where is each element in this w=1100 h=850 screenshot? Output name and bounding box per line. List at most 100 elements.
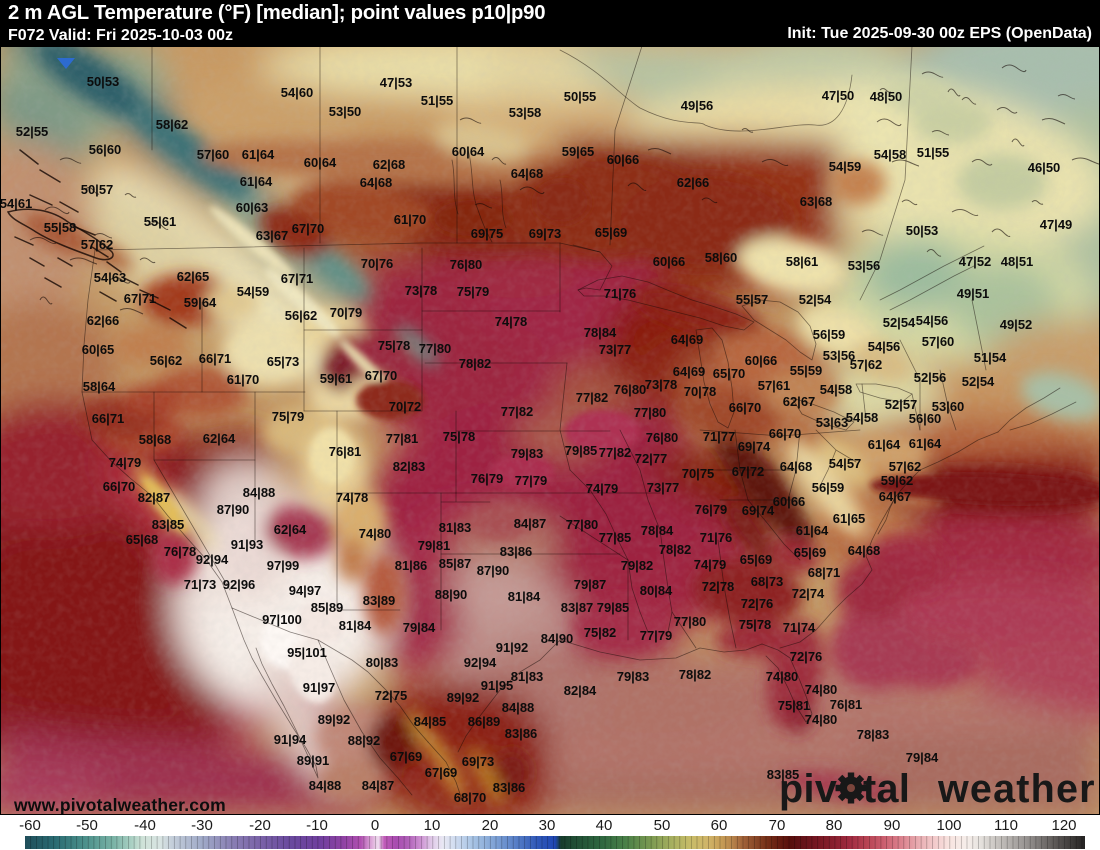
svg-text:83|87: 83|87 [561,600,594,615]
svg-text:67|69: 67|69 [425,765,458,780]
svg-text:67|72: 67|72 [732,464,765,479]
svg-text:54|58: 54|58 [846,410,879,425]
svg-text:89|92: 89|92 [318,712,351,727]
svg-text:76|79: 76|79 [695,502,728,517]
svg-text:60|64: 60|64 [452,144,485,159]
svg-text:77|79: 77|79 [640,628,673,643]
svg-text:80|84: 80|84 [640,583,673,598]
svg-text:62|64: 62|64 [203,431,236,446]
svg-text:58|62: 58|62 [156,117,189,132]
svg-text:84|87: 84|87 [362,778,395,793]
svg-text:69|74: 69|74 [738,439,771,454]
svg-text:72|77: 72|77 [635,451,668,466]
svg-text:77|85: 77|85 [599,530,632,545]
svg-text:59|61: 59|61 [320,371,353,386]
svg-text:55|57: 55|57 [736,292,769,307]
svg-text:66|70: 66|70 [103,479,136,494]
svg-text:71|73: 71|73 [184,577,217,592]
svg-text:74|78: 74|78 [336,490,369,505]
svg-text:65|69: 65|69 [794,545,827,560]
svg-text:74|80: 74|80 [805,682,838,697]
svg-text:57|62: 57|62 [850,357,883,372]
svg-text:54|56: 54|56 [868,339,901,354]
svg-text:50|55: 50|55 [564,89,597,104]
svg-text:61|65: 61|65 [833,511,866,526]
svg-text:60|64: 60|64 [304,155,337,170]
svg-text:64|68: 64|68 [511,166,544,181]
svg-text:62|67: 62|67 [783,394,816,409]
svg-text:91|92: 91|92 [496,640,529,655]
svg-text:61|64: 61|64 [796,523,829,538]
svg-text:54|61: 54|61 [0,196,32,211]
svg-text:84|88: 84|88 [243,485,276,500]
svg-text:60|66: 60|66 [653,254,686,269]
svg-text:77|79: 77|79 [515,473,548,488]
svg-text:75|79: 75|79 [457,284,490,299]
svg-text:82|87: 82|87 [138,490,171,505]
svg-text:64|69: 64|69 [673,364,706,379]
svg-text:66|71: 66|71 [199,351,232,366]
svg-text:57|62: 57|62 [81,237,114,252]
svg-text:67|70: 67|70 [365,368,398,383]
svg-text:76|80: 76|80 [646,430,679,445]
svg-text:94|97: 94|97 [289,583,322,598]
svg-text:52|54: 52|54 [962,374,995,389]
svg-text:64|68: 64|68 [848,543,881,558]
svg-text:79|84: 79|84 [906,750,939,765]
svg-text:50|57: 50|57 [81,182,114,197]
svg-text:62|66: 62|66 [677,175,710,190]
svg-text:79|83: 79|83 [617,669,650,684]
svg-text:65|69: 65|69 [740,552,773,567]
svg-text:52|57: 52|57 [885,397,918,412]
svg-text:53|60: 53|60 [932,399,965,414]
svg-text:55|59: 55|59 [790,363,823,378]
svg-text:68|70: 68|70 [454,790,487,805]
svg-text:47|53: 47|53 [380,75,413,90]
svg-text:49|51: 49|51 [957,286,990,301]
svg-text:70|75: 70|75 [682,466,715,481]
svg-text:88|92: 88|92 [348,733,381,748]
svg-text:70|79: 70|79 [330,305,363,320]
svg-text:piv: piv [779,767,837,811]
svg-text:75|78: 75|78 [443,429,476,444]
svg-text:69|74: 69|74 [742,503,775,518]
svg-text:53|58: 53|58 [509,105,542,120]
svg-text:52|56: 52|56 [914,370,947,385]
svg-text:55|61: 55|61 [144,214,177,229]
svg-text:60|66: 60|66 [773,494,806,509]
svg-text:61|64: 61|64 [909,436,942,451]
svg-text:84|85: 84|85 [414,714,447,729]
svg-text:97|100: 97|100 [262,612,302,627]
svg-text:55|58: 55|58 [44,220,77,235]
svg-text:91|97: 91|97 [303,680,336,695]
svg-text:78|84: 78|84 [584,325,617,340]
svg-text:77|82: 77|82 [501,404,534,419]
svg-text:49|56: 49|56 [681,98,714,113]
svg-text:73|77: 73|77 [599,342,632,357]
svg-text:74|80: 74|80 [805,712,838,727]
svg-text:62|66: 62|66 [87,313,120,328]
svg-text:84|88: 84|88 [502,700,535,715]
svg-text:70|72: 70|72 [389,399,422,414]
svg-text:77|82: 77|82 [599,445,632,460]
svg-text:51|55: 51|55 [917,145,950,160]
svg-text:52|54: 52|54 [799,292,832,307]
svg-text:92|94: 92|94 [464,655,497,670]
svg-text:48|50: 48|50 [870,89,903,104]
svg-text:74|78: 74|78 [495,314,528,329]
svg-text:81|83: 81|83 [511,669,544,684]
svg-text:53|50: 53|50 [329,104,362,119]
svg-text:91|95: 91|95 [481,678,514,693]
svg-text:81|84: 81|84 [508,589,541,604]
svg-text:89|92: 89|92 [447,690,480,705]
svg-text:54|58: 54|58 [820,382,853,397]
svg-text:78|82: 78|82 [659,542,692,557]
svg-text:57|62: 57|62 [889,459,922,474]
svg-text:54|56: 54|56 [916,313,949,328]
svg-text:tal: tal [863,767,910,811]
svg-text:48|51: 48|51 [1001,254,1034,269]
svg-text:81|83: 81|83 [439,520,472,535]
svg-text:69|73: 69|73 [462,754,495,769]
svg-text:59|64: 59|64 [184,295,217,310]
svg-text:74|79: 74|79 [694,557,727,572]
